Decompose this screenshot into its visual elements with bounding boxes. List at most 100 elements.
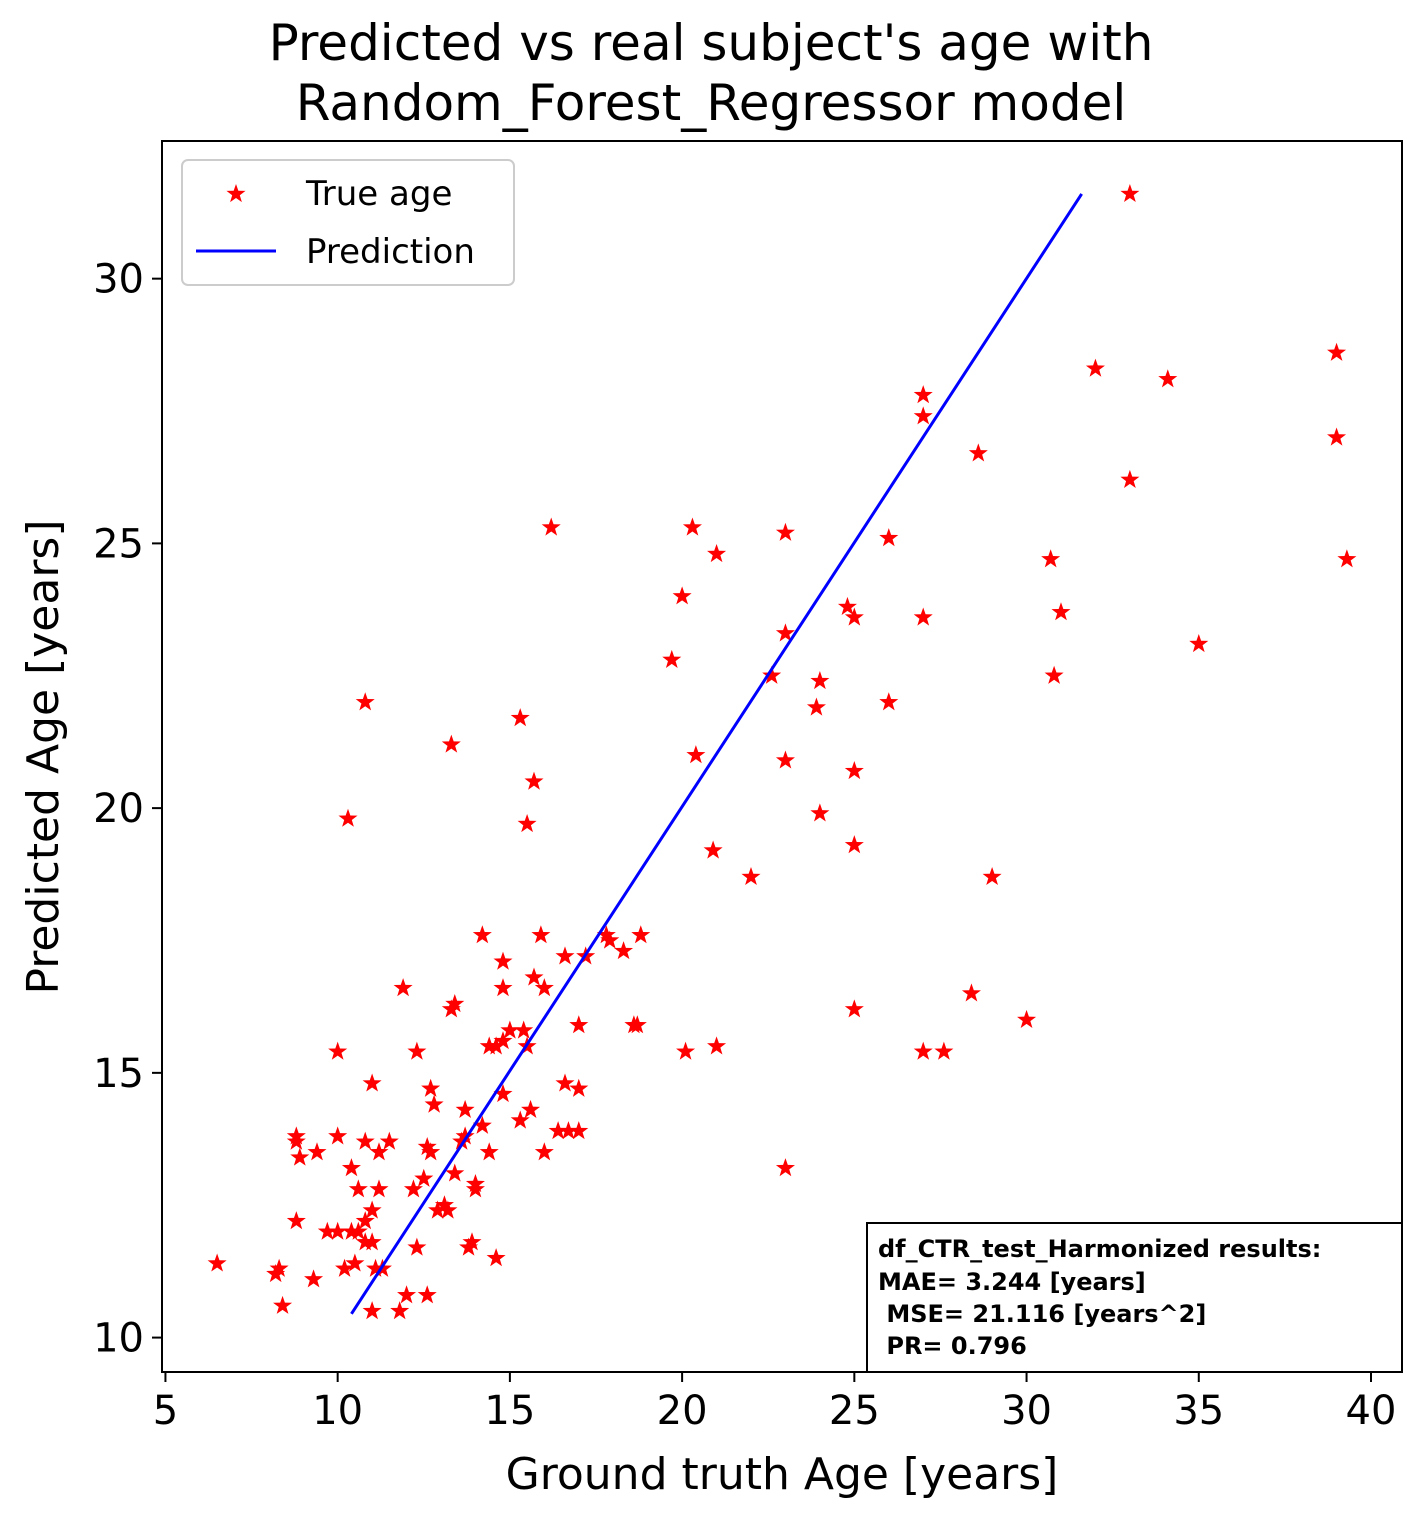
data-point-128 (934, 1041, 954, 1060)
data-point-34 (465, 1174, 485, 1193)
data-point-81 (493, 951, 513, 970)
data-point-15 (362, 1232, 382, 1251)
y-tick-label: 10 (93, 1316, 144, 1362)
data-point-119 (879, 528, 899, 547)
data-point-55 (455, 1099, 475, 1119)
data-point-62 (328, 1041, 348, 1060)
data-point-2 (269, 1258, 289, 1277)
data-point-120 (879, 692, 899, 711)
data-point-42 (355, 1131, 375, 1150)
legend-star-marker (226, 184, 246, 203)
data-point-127 (913, 1041, 933, 1060)
data-point-139 (1327, 427, 1347, 446)
data-point-112 (810, 803, 830, 822)
y-tick-label: 30 (93, 257, 144, 303)
data-point-104 (676, 1041, 696, 1060)
data-point-115 (844, 761, 864, 780)
data-point-76 (445, 994, 465, 1013)
data-point-70 (555, 1073, 575, 1092)
data-point-6 (345, 1253, 365, 1272)
x-axis-ticks: 5 10 15 20 25 30 35 40 (153, 1372, 1396, 1434)
data-point-87 (631, 925, 651, 944)
data-point-50 (472, 1115, 492, 1134)
data-point-33 (465, 1179, 485, 1198)
data-point-138 (1327, 342, 1347, 361)
x-axis-label: Ground truth Age [years] (506, 1449, 1059, 1500)
data-point-103 (741, 866, 761, 886)
data-point-88 (531, 925, 551, 944)
data-point-100 (707, 543, 727, 563)
data-point-137 (1189, 633, 1209, 653)
data-point-14 (355, 1232, 375, 1251)
data-point-123 (913, 607, 933, 626)
y-axis-label: Predicted Age [years] (18, 519, 69, 994)
data-point-124 (968, 443, 988, 462)
legend-star-icon (226, 184, 246, 203)
data-point-140 (1337, 549, 1357, 568)
y-tick-label: 20 (93, 786, 144, 832)
x-tick-label: 10 (312, 1388, 363, 1434)
data-point-28 (434, 1195, 454, 1214)
data-point-17 (462, 1232, 482, 1251)
data-point-8 (366, 1258, 386, 1277)
data-point-98 (672, 586, 692, 605)
data-point-64 (479, 1036, 499, 1055)
data-point-38 (290, 1147, 310, 1166)
annotation-line-4: PR= 0.796 (878, 1332, 1027, 1360)
data-point-69 (500, 1020, 520, 1039)
data-point-66 (493, 1031, 513, 1050)
data-point-59 (424, 1094, 444, 1113)
data-point-97 (662, 649, 682, 668)
data-point-114 (844, 607, 864, 626)
data-point-117 (844, 999, 864, 1018)
data-point-74 (627, 1015, 647, 1034)
x-tick-label: 15 (484, 1388, 535, 1434)
data-point-7 (362, 1301, 382, 1320)
data-point-133 (1085, 358, 1105, 377)
prediction-line (350, 193, 1083, 1315)
data-point-49 (479, 1142, 499, 1161)
data-point-44 (379, 1131, 399, 1150)
data-point-22 (341, 1221, 361, 1240)
data-point-51 (534, 1142, 554, 1161)
legend-label-prediction: Prediction (306, 232, 475, 272)
data-point-78 (493, 978, 513, 997)
data-point-43 (369, 1142, 389, 1161)
data-point-10 (390, 1301, 410, 1320)
data-point-26 (428, 1200, 448, 1219)
data-point-93 (510, 708, 530, 727)
data-point-71 (569, 1078, 589, 1097)
data-point-109 (775, 750, 795, 769)
data-point-101 (686, 745, 706, 764)
data-point-29 (348, 1179, 368, 1198)
plot-frame (161, 140, 1403, 1373)
data-point-116 (844, 835, 864, 854)
data-point-77 (393, 978, 413, 997)
x-tick-label: 25 (829, 1388, 880, 1434)
data-point-111 (806, 697, 826, 716)
data-point-108 (775, 522, 795, 541)
data-point-96 (541, 517, 561, 536)
data-point-136 (1158, 369, 1178, 388)
x-tick-label: 20 (657, 1388, 708, 1434)
data-point-65 (486, 1036, 506, 1055)
data-point-105 (707, 1036, 727, 1055)
data-point-125 (982, 866, 1002, 886)
data-point-118 (775, 1158, 795, 1177)
x-tick-label: 30 (1001, 1388, 1052, 1434)
data-point-134 (1120, 183, 1140, 203)
data-point-122 (913, 406, 933, 425)
data-point-89 (472, 925, 492, 944)
y-tick-label: 25 (93, 521, 144, 567)
data-point-31 (403, 1179, 423, 1198)
data-point-12 (417, 1285, 437, 1304)
data-point-25 (362, 1200, 382, 1219)
data-point-86 (614, 941, 634, 960)
data-point-91 (355, 692, 375, 711)
data-point-129 (1017, 1009, 1037, 1028)
data-point-40 (328, 1126, 348, 1145)
chart-title-line-1: Predicted vs real subject's age with (268, 14, 1154, 72)
data-point-85 (600, 930, 620, 949)
data-point-0 (207, 1253, 227, 1272)
